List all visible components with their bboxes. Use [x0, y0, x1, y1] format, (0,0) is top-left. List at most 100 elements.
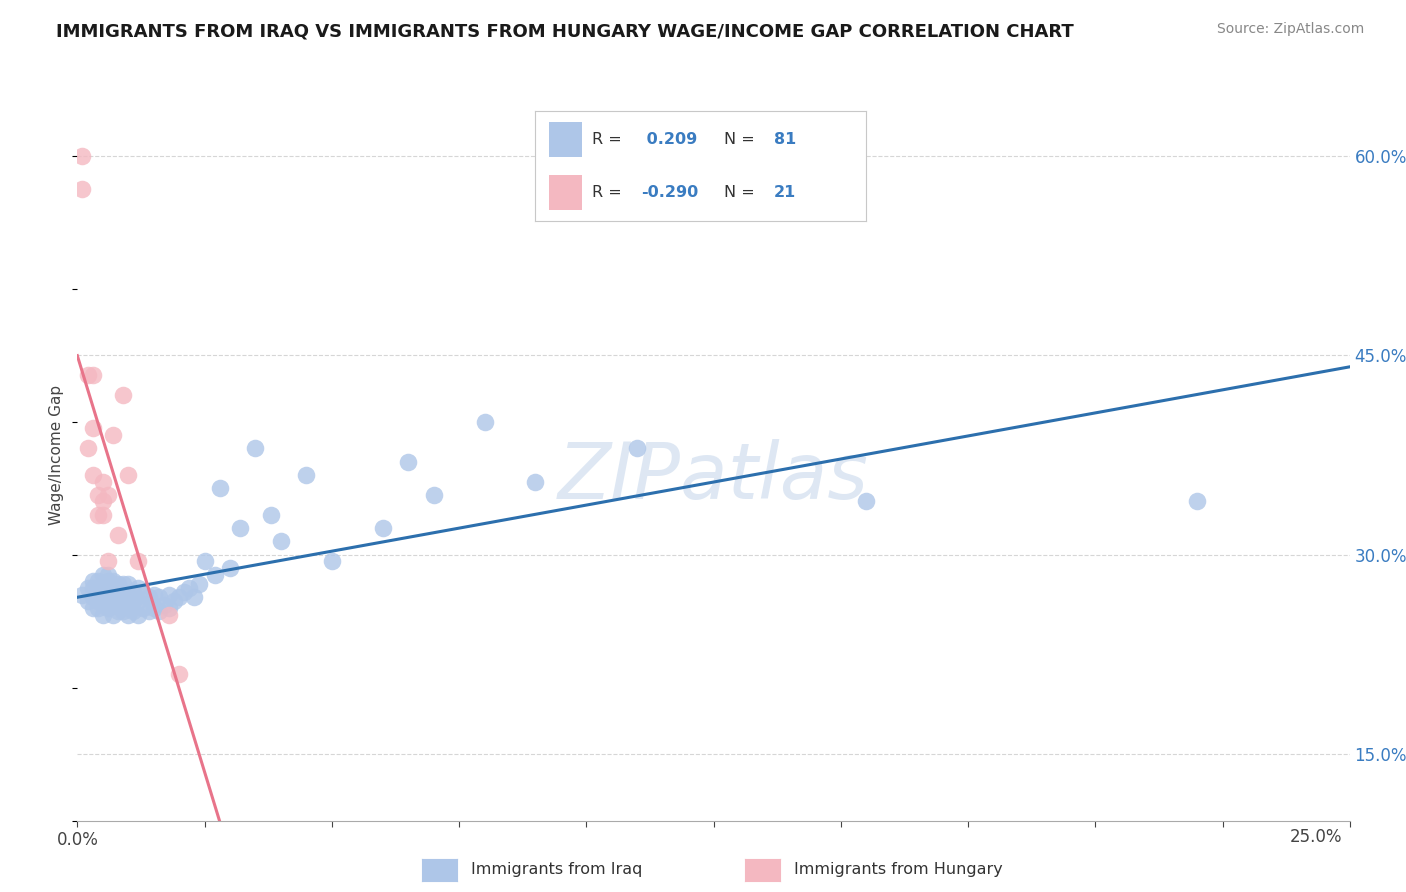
Point [219, 561, 242, 575]
Point [107, 603, 129, 617]
Point [163, 594, 186, 608]
Bar [548, 122, 582, 157]
Point [82, 600, 104, 615]
Point [91, 508, 114, 522]
Point [194, 554, 217, 568]
Point [86, 594, 108, 608]
Text: R =: R = [592, 185, 627, 200]
Point [97, 591, 120, 605]
Point [72, 149, 94, 163]
Point [148, 591, 170, 605]
Point [91, 588, 114, 602]
Point [97, 600, 120, 615]
Text: R =: R = [592, 132, 627, 147]
Point [72, 588, 94, 602]
Point [107, 594, 129, 608]
Point [153, 598, 176, 612]
Point [107, 527, 129, 541]
Point [82, 574, 104, 589]
Point [112, 388, 135, 402]
Point [101, 591, 124, 605]
Text: 81: 81 [773, 132, 796, 147]
Point [97, 574, 120, 589]
Point [295, 467, 318, 482]
Point [112, 603, 135, 617]
Point [86, 488, 108, 502]
Point [97, 581, 120, 595]
Text: 21: 21 [773, 185, 796, 200]
Point [132, 600, 155, 615]
Point [82, 421, 104, 435]
Point [855, 494, 877, 508]
Point [112, 598, 135, 612]
Point [72, 182, 94, 196]
Point [97, 567, 120, 582]
Text: Immigrants from Hungary: Immigrants from Hungary [794, 863, 1002, 877]
Text: -0.290: -0.290 [641, 185, 699, 200]
Point [86, 600, 108, 615]
Point [142, 588, 165, 602]
Point [117, 588, 139, 602]
Point [127, 607, 149, 622]
Point [173, 585, 195, 599]
Text: N =: N = [724, 132, 759, 147]
Point [101, 607, 124, 622]
Point [82, 581, 104, 595]
Point [167, 667, 190, 681]
Point [97, 594, 120, 608]
Point [91, 475, 114, 489]
Point [188, 577, 211, 591]
Point [148, 603, 170, 617]
Point [626, 442, 648, 456]
Point [127, 554, 149, 568]
Point [157, 607, 180, 622]
Point [122, 585, 145, 599]
Point [1185, 494, 1208, 508]
Point [138, 591, 160, 605]
Point [82, 368, 104, 383]
Text: 25.0%: 25.0% [1291, 828, 1343, 846]
Point [112, 588, 135, 602]
Point [117, 577, 139, 591]
Point [112, 577, 135, 591]
Point [229, 521, 252, 535]
Y-axis label: Wage/Income Gap: Wage/Income Gap [49, 384, 65, 525]
Point [97, 488, 120, 502]
Point [91, 594, 114, 608]
Point [97, 554, 120, 568]
Point [422, 488, 444, 502]
Point [270, 534, 292, 549]
Point [101, 428, 124, 442]
Point [117, 598, 139, 612]
Point [107, 585, 129, 599]
Point [91, 607, 114, 622]
Point [101, 574, 124, 589]
Point [157, 600, 180, 615]
Text: ZIPatlas: ZIPatlas [558, 439, 869, 515]
Point [396, 454, 419, 468]
Point [91, 577, 114, 591]
Point [371, 521, 394, 535]
Point [86, 508, 108, 522]
Point [167, 591, 190, 605]
Point [86, 581, 108, 595]
Point [122, 594, 145, 608]
Point [86, 591, 108, 605]
Point [132, 588, 155, 602]
Point [208, 481, 231, 495]
Point [138, 603, 160, 617]
Point [76, 581, 98, 595]
Point [127, 594, 149, 608]
Bar [548, 175, 582, 210]
Point [86, 574, 108, 589]
Point [142, 600, 165, 615]
Point [157, 588, 180, 602]
Point [82, 467, 104, 482]
Text: Immigrants from Iraq: Immigrants from Iraq [471, 863, 643, 877]
Point [91, 567, 114, 582]
Point [76, 368, 98, 383]
Point [91, 494, 114, 508]
Point [524, 475, 547, 489]
Point [101, 598, 124, 612]
Point [101, 581, 124, 595]
